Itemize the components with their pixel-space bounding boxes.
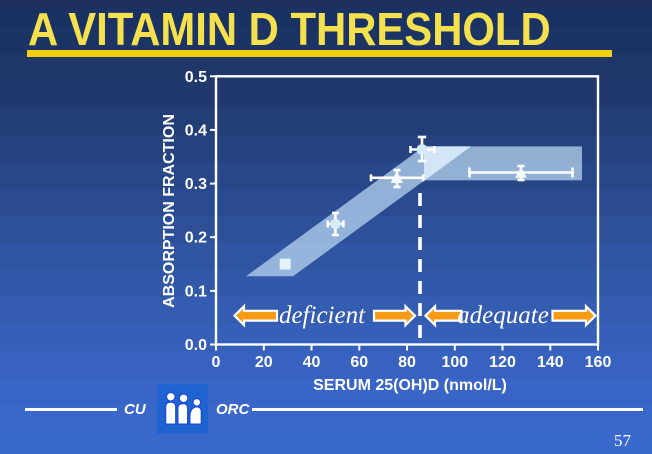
svg-text:ABSORPTION FRACTION: ABSORPTION FRACTION	[161, 114, 178, 308]
svg-text:160: 160	[585, 354, 612, 371]
svg-text:0.4: 0.4	[185, 122, 207, 139]
svg-text:SERUM 25(OH)D (nmol/L): SERUM 25(OH)D (nmol/L)	[313, 377, 507, 394]
svg-text:80: 80	[398, 354, 416, 371]
svg-text:adequate: adequate	[457, 302, 549, 329]
svg-text:0.1: 0.1	[185, 283, 207, 300]
svg-text:100: 100	[441, 354, 468, 371]
svg-text:deficient: deficient	[279, 302, 366, 329]
svg-text:0.2: 0.2	[185, 230, 207, 247]
svg-text:0: 0	[212, 354, 221, 371]
svg-text:0.3: 0.3	[185, 176, 207, 193]
svg-text:120: 120	[489, 354, 516, 371]
svg-text:140: 140	[537, 354, 564, 371]
svg-text:40: 40	[303, 354, 321, 371]
svg-text:60: 60	[350, 354, 368, 371]
svg-text:20: 20	[255, 354, 273, 371]
svg-text:0.0: 0.0	[185, 337, 207, 354]
svg-text:0.5: 0.5	[185, 69, 207, 86]
